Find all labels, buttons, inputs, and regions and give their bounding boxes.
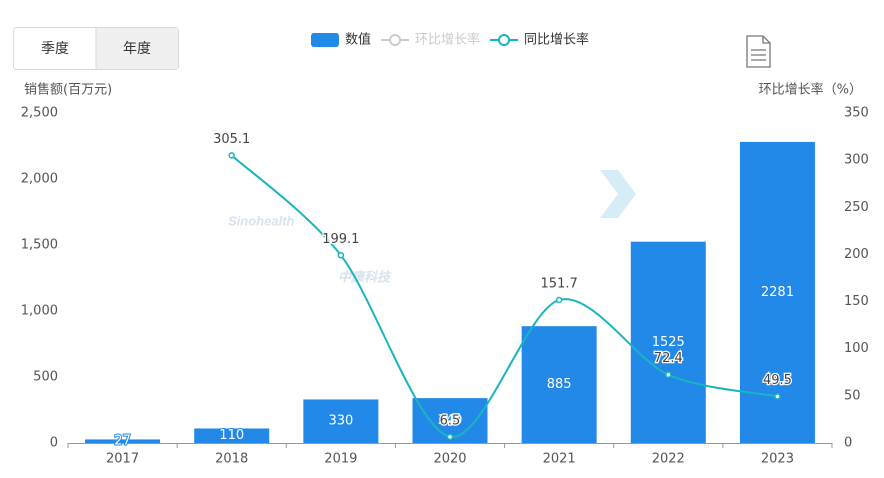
bar-value-label: 27 <box>114 434 131 449</box>
y2-axis-title: 环比增长率（%） <box>759 82 862 98</box>
bar-value-label: 885 <box>547 377 572 392</box>
y2-tick-label: 300 <box>844 153 869 168</box>
line-point <box>446 433 454 441</box>
legend-swatch-dot <box>389 34 402 46</box>
line-value-label: 151.7 <box>541 276 578 291</box>
x-tick-label: 2018 <box>215 452 248 467</box>
y-tick-label: 1,000 <box>21 304 58 319</box>
y2-tick-label: 150 <box>844 294 869 309</box>
download-icon[interactable] <box>746 35 771 68</box>
period-toggle: 季度 年度 <box>13 27 179 70</box>
y-tick-label: 2,000 <box>21 172 58 187</box>
y2-tick-label: 350 <box>844 106 869 121</box>
bar <box>85 439 161 443</box>
bar-value-label: 1525 <box>652 335 685 350</box>
doc-outline <box>746 35 771 68</box>
y2-tick-label: 250 <box>844 200 869 215</box>
y-tick-label: 500 <box>33 370 58 385</box>
bar-value-label: 340 <box>438 413 463 428</box>
watermark-cn: 中康科技 <box>338 269 392 284</box>
x-tick-label: 2019 <box>324 452 357 467</box>
doc-lines <box>751 49 766 61</box>
y-tick-label: 2,500 <box>21 106 58 121</box>
x-tick-label: 2023 <box>761 452 794 467</box>
y2-tick-label: 200 <box>844 247 869 262</box>
y2-tick-label: 0 <box>844 436 852 451</box>
bar <box>521 326 597 443</box>
quarter-button[interactable]: 季度 <box>41 41 69 57</box>
line-value-label: 199.1 <box>322 232 359 247</box>
bar-value-label: 110 <box>219 428 244 443</box>
legend-label[interactable]: 同比增长率 <box>524 32 589 48</box>
line-value-label: 72.4 <box>654 351 683 366</box>
line-point <box>665 371 672 378</box>
y-axis-title: 销售额(百万元) <box>24 82 112 98</box>
legend-swatch <box>311 33 339 47</box>
line-value-label: 6.5 <box>440 413 461 428</box>
x-tick-label: 2021 <box>543 452 576 467</box>
x-tick-label: 2017 <box>106 452 139 467</box>
y-tick-label: 1,500 <box>21 238 58 253</box>
toggle-selected[interactable] <box>96 28 178 69</box>
y-tick-label: 0 <box>50 436 58 451</box>
legend-label[interactable]: 数值 <box>345 32 371 48</box>
bar-value-label: 2281 <box>761 285 794 300</box>
y2-tick-label: 50 <box>844 388 861 403</box>
x-tick-label: 2020 <box>433 452 466 467</box>
bar <box>303 399 379 443</box>
line-point <box>228 152 235 159</box>
line-point <box>555 296 563 304</box>
watermark-logo <box>600 170 636 218</box>
line-point <box>774 393 781 400</box>
bar-value-label: 330 <box>328 414 353 429</box>
legend-label[interactable]: 环比增长率 <box>415 32 480 48</box>
line-point <box>337 252 345 259</box>
year-button[interactable]: 年度 <box>123 41 151 57</box>
legend-swatch-dot <box>498 34 511 46</box>
bar <box>630 241 706 443</box>
line-value-label: 305.1 <box>213 132 250 147</box>
line-value-label: 49.5 <box>763 373 792 388</box>
watermark-en: Sinohealth <box>228 213 295 228</box>
y2-tick-label: 100 <box>844 341 869 356</box>
bar <box>194 428 270 443</box>
x-tick-label: 2022 <box>652 452 685 467</box>
